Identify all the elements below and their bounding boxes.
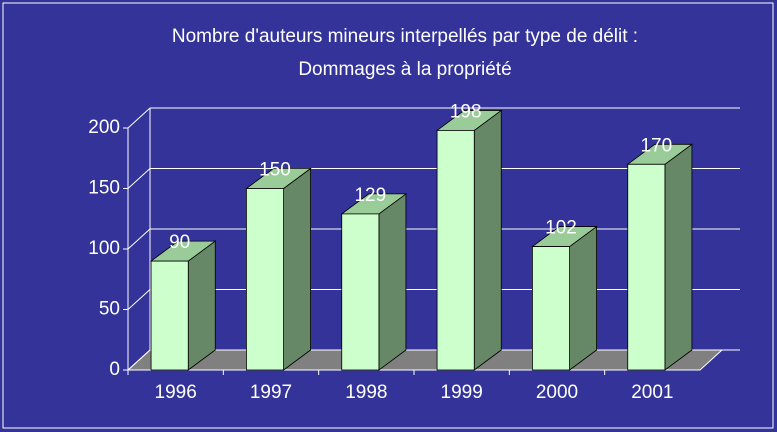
bar-side <box>473 109 502 371</box>
value-label: 150 <box>259 160 291 181</box>
bar <box>246 188 284 371</box>
y-tick-label: 100 <box>88 238 120 259</box>
bar <box>150 260 189 371</box>
x-tick-label: 1997 <box>250 382 292 403</box>
y-tick-label: 50 <box>99 299 120 320</box>
x-tick-label: 1998 <box>345 382 387 403</box>
grid-line <box>127 107 151 129</box>
value-label: 198 <box>450 101 482 122</box>
x-tick-label: 2001 <box>631 382 673 403</box>
bar-side <box>283 167 311 371</box>
bar <box>627 163 666 371</box>
grid-line <box>127 228 151 250</box>
grid-line <box>127 349 151 371</box>
grid-line <box>127 168 151 189</box>
x-tick-label: 1999 <box>441 382 483 403</box>
y-tick-label: 200 <box>88 117 120 138</box>
x-tick-label: 2000 <box>536 382 578 403</box>
bar-side <box>187 240 216 371</box>
value-label: 102 <box>545 218 577 239</box>
x-tick-label: 1996 <box>155 382 197 403</box>
bar-side <box>664 143 693 371</box>
bar <box>341 213 380 371</box>
y-tick-label: 150 <box>88 178 120 199</box>
grid-line <box>127 289 151 310</box>
value-label: 129 <box>354 185 386 206</box>
bar <box>436 130 475 371</box>
chart-subtitle: Dommages à la propriété <box>298 59 511 80</box>
value-label: 90 <box>169 232 190 253</box>
y-tick-label: 0 <box>109 359 120 380</box>
bar-side <box>378 193 407 371</box>
bar <box>532 246 570 371</box>
chart-title: Nombre d'auteurs mineurs interpellés par… <box>172 26 638 47</box>
value-label: 170 <box>640 135 672 156</box>
bar-side <box>569 225 597 371</box>
